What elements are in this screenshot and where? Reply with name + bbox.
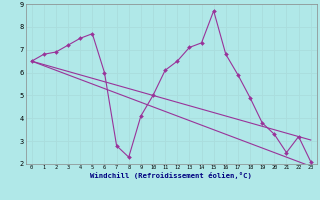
X-axis label: Windchill (Refroidissement éolien,°C): Windchill (Refroidissement éolien,°C) [90, 172, 252, 179]
